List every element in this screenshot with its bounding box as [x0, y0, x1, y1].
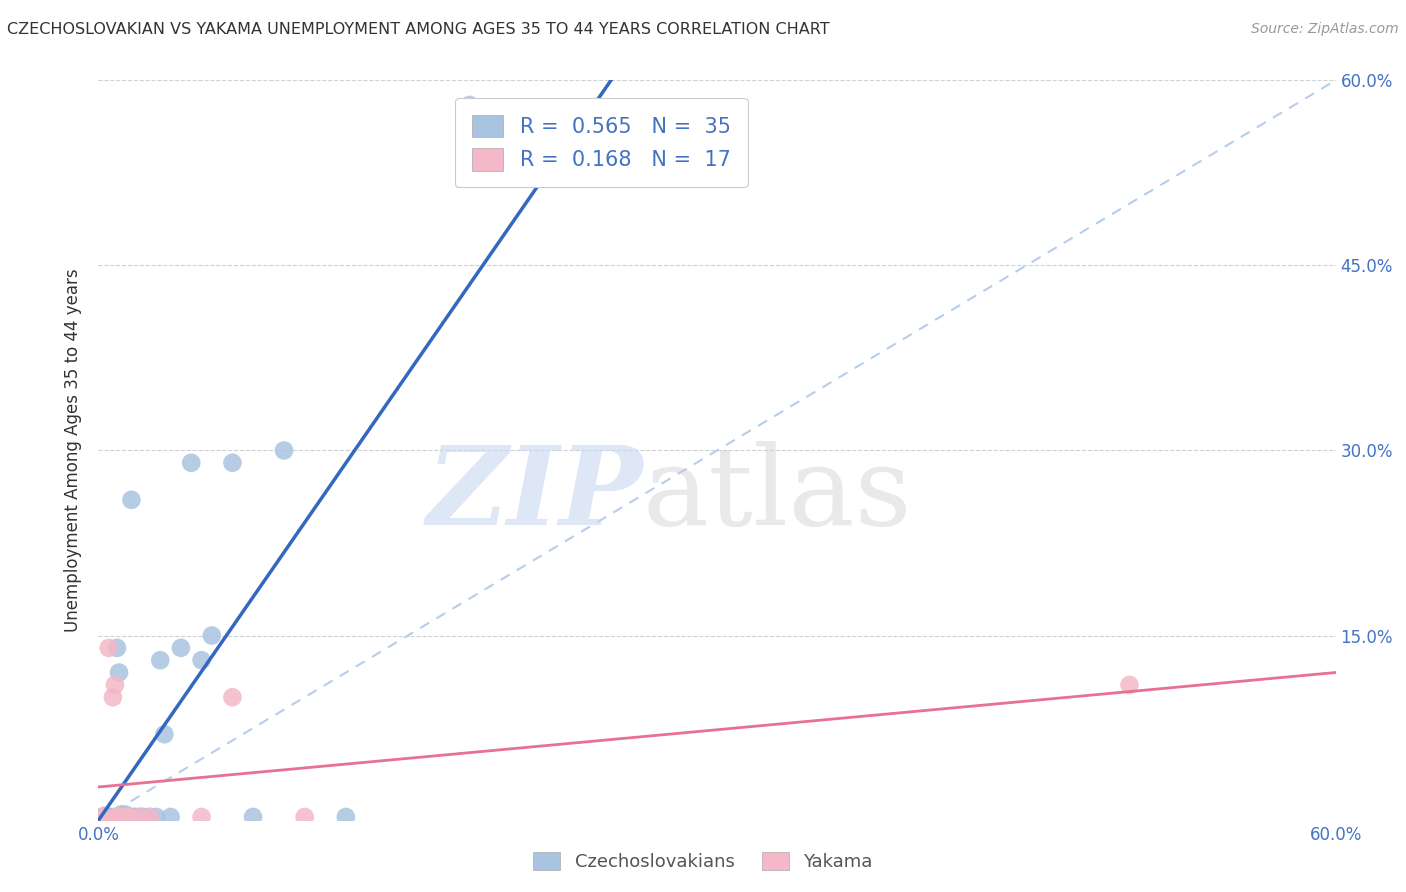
Point: [117, 810, 139, 824]
Point: [131, 810, 153, 824]
Point: [132, 810, 155, 824]
Point: [104, 810, 127, 824]
Legend: Czechoslovakians, Yakama: Czechoslovakians, Yakama: [526, 845, 880, 879]
Point: [112, 810, 135, 824]
Point: [91, 810, 114, 824]
Point: [97, 811, 120, 825]
Point: [139, 810, 162, 824]
Point: [105, 810, 128, 824]
Point: [128, 810, 150, 824]
Text: atlas: atlas: [643, 442, 912, 549]
Point: [122, 810, 145, 824]
Point: [118, 810, 141, 824]
Point: [221, 456, 243, 470]
Point: [190, 810, 212, 824]
Point: [458, 98, 481, 112]
Point: [201, 629, 224, 643]
Point: [96, 810, 118, 824]
Point: [114, 810, 136, 824]
Point: [273, 443, 295, 458]
Text: Source: ZipAtlas.com: Source: ZipAtlas.com: [1251, 22, 1399, 37]
Legend: R =  0.565   N =  35, R =  0.168   N =  17: R = 0.565 N = 35, R = 0.168 N = 17: [456, 98, 748, 187]
Point: [97, 640, 120, 655]
Point: [118, 810, 141, 824]
Point: [105, 640, 128, 655]
Point: [180, 456, 202, 470]
Point: [112, 810, 135, 824]
Point: [124, 810, 146, 824]
Point: [93, 808, 115, 822]
Point: [294, 810, 316, 824]
Point: [101, 690, 124, 705]
Point: [101, 811, 124, 825]
Point: [242, 810, 264, 824]
Point: [128, 810, 150, 824]
Point: [87, 811, 110, 825]
Point: [145, 810, 167, 824]
Point: [93, 811, 115, 825]
Point: [149, 653, 172, 667]
Point: [87, 811, 110, 825]
Point: [335, 810, 357, 824]
Point: [159, 810, 181, 824]
Point: [108, 810, 131, 824]
Point: [104, 678, 127, 692]
Point: [91, 810, 114, 824]
Point: [139, 810, 162, 824]
Text: ZIP: ZIP: [426, 442, 643, 549]
Point: [221, 690, 243, 705]
Point: [190, 653, 212, 667]
Point: [110, 807, 132, 822]
Y-axis label: Unemployment Among Ages 35 to 44 years: Unemployment Among Ages 35 to 44 years: [65, 268, 83, 632]
Point: [153, 727, 176, 741]
Point: [108, 665, 131, 680]
Point: [114, 807, 136, 822]
Point: [100, 810, 122, 824]
Point: [120, 492, 142, 507]
Point: [170, 640, 193, 655]
Point: [1118, 678, 1140, 692]
Text: CZECHOSLOVAKIAN VS YAKAMA UNEMPLOYMENT AMONG AGES 35 TO 44 YEARS CORRELATION CHA: CZECHOSLOVAKIAN VS YAKAMA UNEMPLOYMENT A…: [7, 22, 830, 37]
